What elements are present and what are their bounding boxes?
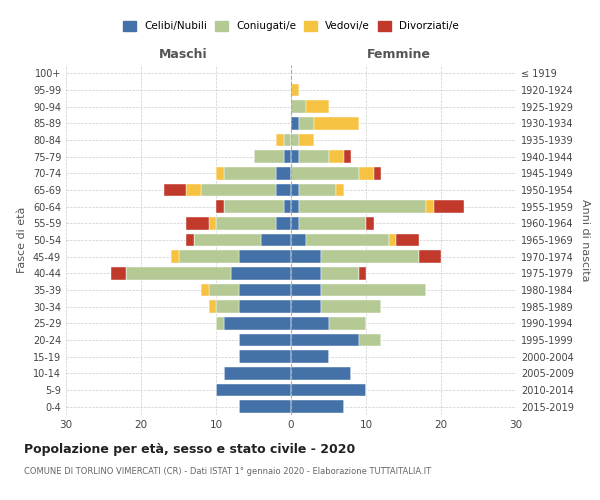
Bar <box>216 200 223 213</box>
Bar <box>291 367 351 380</box>
Bar <box>291 150 299 163</box>
Bar <box>419 250 441 263</box>
Bar <box>186 217 209 230</box>
Bar <box>291 234 306 246</box>
Bar <box>261 234 291 246</box>
Bar <box>321 267 359 280</box>
Bar <box>426 200 433 213</box>
Bar <box>239 334 291 346</box>
Bar <box>291 217 299 230</box>
Bar <box>126 267 231 280</box>
Bar <box>284 150 291 163</box>
Text: Popolazione per età, sesso e stato civile - 2020: Popolazione per età, sesso e stato civil… <box>24 442 355 456</box>
Bar <box>201 184 276 196</box>
Bar <box>276 134 284 146</box>
Bar <box>359 267 366 280</box>
Bar <box>239 300 291 313</box>
Bar <box>254 150 284 163</box>
Bar <box>291 200 299 213</box>
Bar <box>359 167 373 179</box>
Bar <box>291 300 321 313</box>
Bar <box>276 217 291 230</box>
Bar <box>201 284 209 296</box>
Bar <box>216 384 291 396</box>
Bar <box>179 250 239 263</box>
Bar <box>329 317 366 330</box>
Bar <box>299 150 329 163</box>
Bar <box>321 300 381 313</box>
Bar <box>359 334 381 346</box>
Bar <box>193 234 261 246</box>
Bar <box>291 334 359 346</box>
Bar <box>299 117 314 130</box>
Bar <box>291 250 321 263</box>
Bar <box>239 350 291 363</box>
Bar <box>389 234 396 246</box>
Bar <box>291 117 299 130</box>
Text: Maschi: Maschi <box>158 48 208 62</box>
Bar <box>209 284 239 296</box>
Bar <box>284 200 291 213</box>
Bar <box>291 100 306 113</box>
Bar <box>306 100 329 113</box>
Bar <box>216 317 223 330</box>
Bar <box>276 167 291 179</box>
Bar <box>299 184 336 196</box>
Bar <box>284 134 291 146</box>
Bar <box>291 317 329 330</box>
Bar <box>343 150 351 163</box>
Bar <box>291 267 321 280</box>
Bar <box>223 167 276 179</box>
Bar <box>216 300 239 313</box>
Bar <box>291 400 343 413</box>
Bar <box>291 350 329 363</box>
Bar <box>209 217 216 230</box>
Bar <box>163 184 186 196</box>
Bar <box>299 217 366 230</box>
Bar <box>366 217 373 230</box>
Bar <box>291 84 299 96</box>
Bar <box>231 267 291 280</box>
Bar <box>111 267 126 280</box>
Bar <box>396 234 419 246</box>
Legend: Celibi/Nubili, Coniugati/e, Vedovi/e, Divorziati/e: Celibi/Nubili, Coniugati/e, Vedovi/e, Di… <box>123 21 459 32</box>
Bar <box>291 167 359 179</box>
Bar <box>223 367 291 380</box>
Text: COMUNE DI TORLINO VIMERCATI (CR) - Dati ISTAT 1° gennaio 2020 - Elaborazione TUT: COMUNE DI TORLINO VIMERCATI (CR) - Dati … <box>24 468 431 476</box>
Bar <box>186 234 193 246</box>
Bar <box>329 150 343 163</box>
Bar <box>239 284 291 296</box>
Bar <box>299 134 314 146</box>
Bar <box>216 217 276 230</box>
Bar <box>276 184 291 196</box>
Bar <box>321 284 426 296</box>
Bar <box>209 300 216 313</box>
Bar <box>291 184 299 196</box>
Y-axis label: Fasce di età: Fasce di età <box>17 207 27 273</box>
Bar <box>291 384 366 396</box>
Text: Femmine: Femmine <box>367 48 431 62</box>
Bar <box>239 400 291 413</box>
Bar <box>336 184 343 196</box>
Bar <box>433 200 464 213</box>
Y-axis label: Anni di nascita: Anni di nascita <box>580 198 590 281</box>
Bar <box>171 250 179 263</box>
Bar <box>291 134 299 146</box>
Bar <box>373 167 381 179</box>
Bar <box>291 284 321 296</box>
Bar <box>306 234 389 246</box>
Bar <box>186 184 201 196</box>
Bar <box>216 167 223 179</box>
Bar <box>314 117 359 130</box>
Bar <box>299 200 426 213</box>
Bar <box>321 250 419 263</box>
Bar <box>239 250 291 263</box>
Bar <box>223 200 284 213</box>
Bar <box>223 317 291 330</box>
